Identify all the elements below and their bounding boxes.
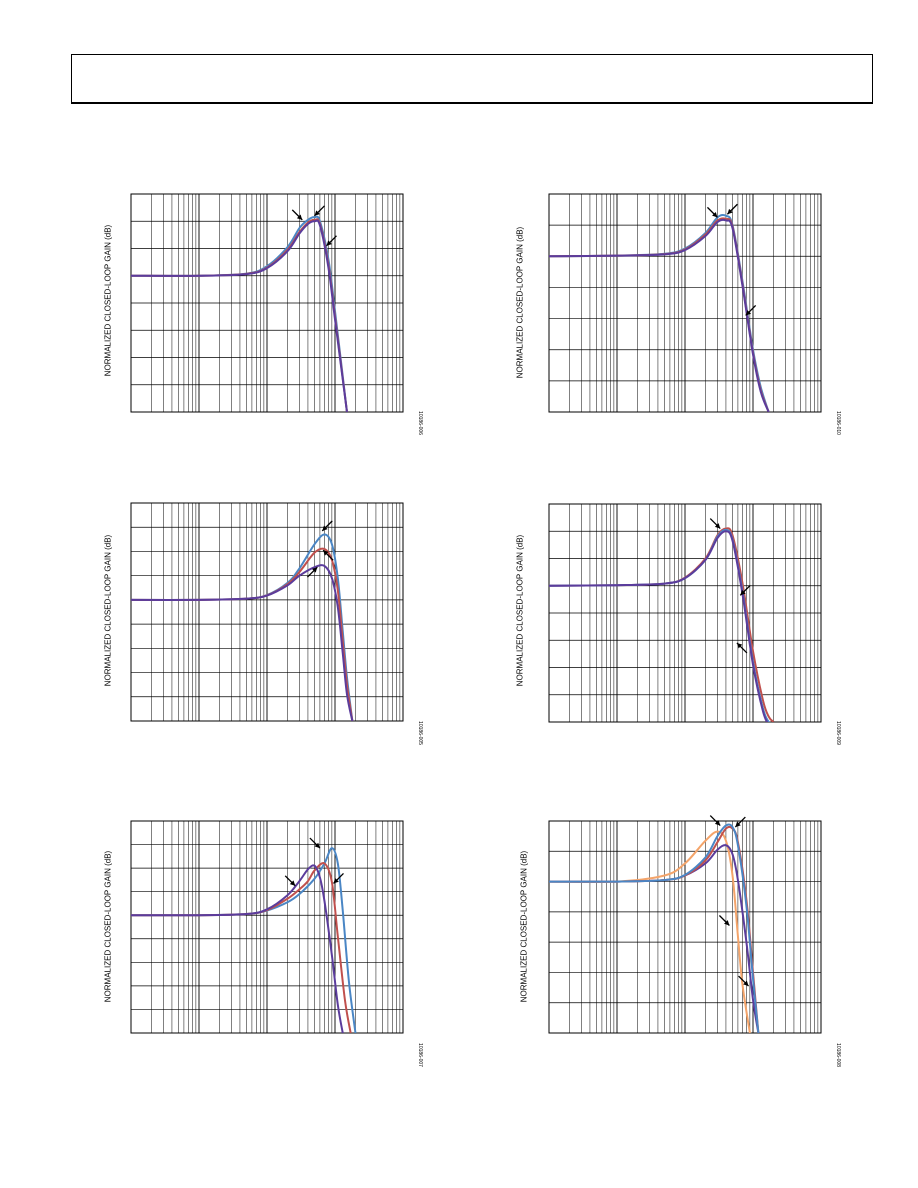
y-axis-label: NORMALIZED CLOSED-LOOP GAIN (dB) (103, 850, 113, 1003)
arrow-icon (726, 203, 738, 215)
y-axis-label: NORMALIZED CLOSED-LOOP GAIN (dB) (515, 226, 525, 379)
page-header-box (71, 54, 873, 104)
grid (130, 193, 403, 413)
series-line-red (549, 527, 775, 722)
arrow-icon (326, 235, 337, 247)
plot-frame (548, 193, 822, 413)
plot-area (130, 193, 404, 413)
plot-area (130, 820, 404, 1034)
arrow-icon (709, 518, 721, 529)
grid (130, 502, 403, 722)
arrow-icon (734, 816, 746, 828)
series-line-red (131, 547, 354, 721)
series-line-purple (131, 864, 344, 1033)
grid (548, 193, 821, 413)
plot-frame (548, 503, 822, 723)
y-axis-label: NORMALIZED CLOSED-LOOP GAIN (dB) (519, 850, 529, 1003)
y-axis-label: NORMALIZED CLOSED-LOOP GAIN (dB) (515, 534, 525, 687)
arrow-icon (738, 975, 750, 987)
grid (130, 820, 403, 1034)
arrow-icon (284, 875, 296, 887)
plot-area (548, 815, 822, 1034)
y-axis-label: NORMALIZED CLOSED-LOOP GAIN (dB) (103, 224, 113, 377)
figure-id: 10186-010 (834, 411, 841, 435)
arrow-icon (321, 520, 333, 532)
series-line-purple (549, 530, 769, 722)
plot-area (548, 193, 822, 413)
grid (548, 820, 821, 1034)
arrow-icon (745, 304, 757, 316)
arrow-icon (309, 837, 321, 849)
figure-id: 10186-006 (416, 411, 423, 435)
arrow-icon (333, 872, 344, 884)
grid (548, 503, 821, 723)
figure-id: 10186-009 (834, 721, 841, 745)
arrow-icon (291, 209, 303, 221)
plot-frame (548, 820, 822, 1034)
arrow-icon (709, 815, 721, 827)
series-line-blue (131, 533, 354, 721)
arrow-icon (739, 584, 751, 596)
series-line-blue (549, 823, 760, 1033)
arrow-icon (306, 566, 318, 578)
arrow-icon (706, 206, 718, 218)
series-line-purple (549, 844, 760, 1033)
arrow-icon (322, 549, 334, 561)
figure-id: 10186-008 (834, 1043, 841, 1067)
series-line-purple (131, 564, 354, 721)
plot-frame (130, 193, 404, 413)
series-line-purple (549, 218, 770, 412)
plot-frame (130, 820, 404, 1034)
arrow-icon (718, 915, 730, 926)
series-line-blue (131, 847, 357, 1033)
series-line-purple (131, 219, 348, 412)
arrow-icon (314, 205, 325, 217)
series-line-red (131, 862, 352, 1033)
figure-id: 10186-007 (416, 1043, 423, 1067)
arrow-icon (736, 642, 748, 654)
series-line-red (549, 825, 760, 1033)
plot-area (130, 502, 404, 722)
plot-frame (130, 502, 404, 722)
series-line-blue (549, 528, 770, 722)
plot-area (548, 503, 822, 723)
series-line-orange (549, 830, 751, 1033)
figure-id: 10186-005 (416, 721, 423, 745)
y-axis-label: NORMALIZED CLOSED-LOOP GAIN (dB) (103, 534, 113, 687)
